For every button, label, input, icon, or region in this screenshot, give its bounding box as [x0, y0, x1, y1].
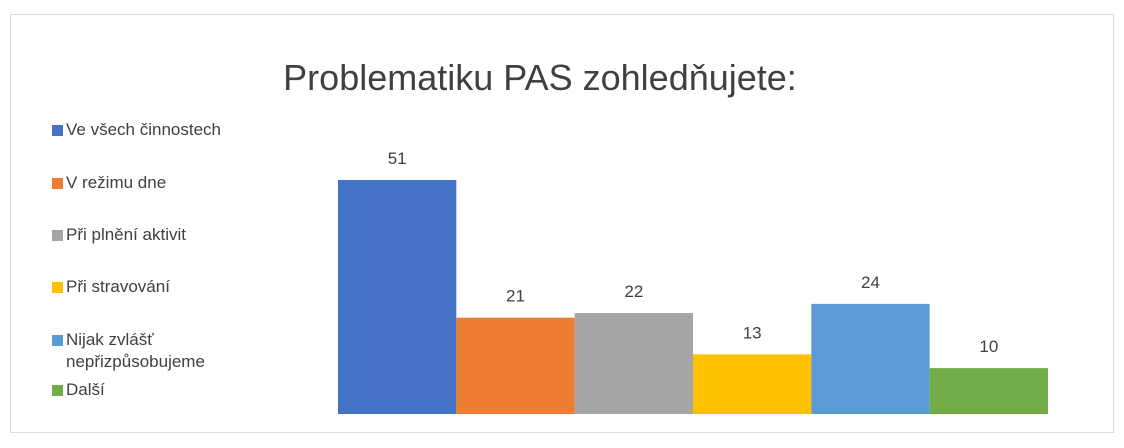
- data-label: 21: [506, 287, 525, 306]
- legend-label: Nijak zvlášť nepřizpůsobujeme: [66, 330, 205, 371]
- data-label: 10: [979, 337, 998, 356]
- legend-item: Při stravování: [52, 276, 286, 298]
- data-label: 13: [743, 323, 762, 342]
- bar: [574, 313, 693, 414]
- legend-label: Ve všech činnostech: [66, 120, 221, 139]
- data-label: 22: [624, 282, 643, 301]
- bar: [456, 317, 575, 414]
- chart-title: Problematiku PAS zohledňujete:: [283, 57, 797, 98]
- legend-label: V režimu dne: [66, 173, 167, 192]
- legend-item: Nijak zvlášť nepřizpůsobujeme: [52, 329, 266, 373]
- bar: [929, 368, 1048, 414]
- legend-swatch: [52, 125, 63, 136]
- legend-item: Při plnění aktivit: [52, 224, 286, 246]
- bar: [693, 354, 812, 414]
- data-label: 24: [861, 273, 880, 292]
- data-label: 51: [388, 149, 407, 168]
- bar: [811, 303, 930, 414]
- legend-label: Další: [66, 380, 105, 399]
- legend-swatch: [52, 335, 63, 346]
- legend-item: Další: [52, 379, 286, 401]
- bar: [338, 180, 457, 414]
- legend-swatch: [52, 178, 63, 189]
- legend-item: V režimu dne: [52, 172, 286, 194]
- legend-label: Při plnění aktivit: [66, 225, 186, 244]
- legend-swatch: [52, 282, 63, 293]
- legend-swatch: [52, 230, 63, 241]
- legend-label: Při stravování: [66, 277, 170, 296]
- legend-swatch: [52, 385, 63, 396]
- legend-item: Ve všech činnostech: [52, 119, 286, 141]
